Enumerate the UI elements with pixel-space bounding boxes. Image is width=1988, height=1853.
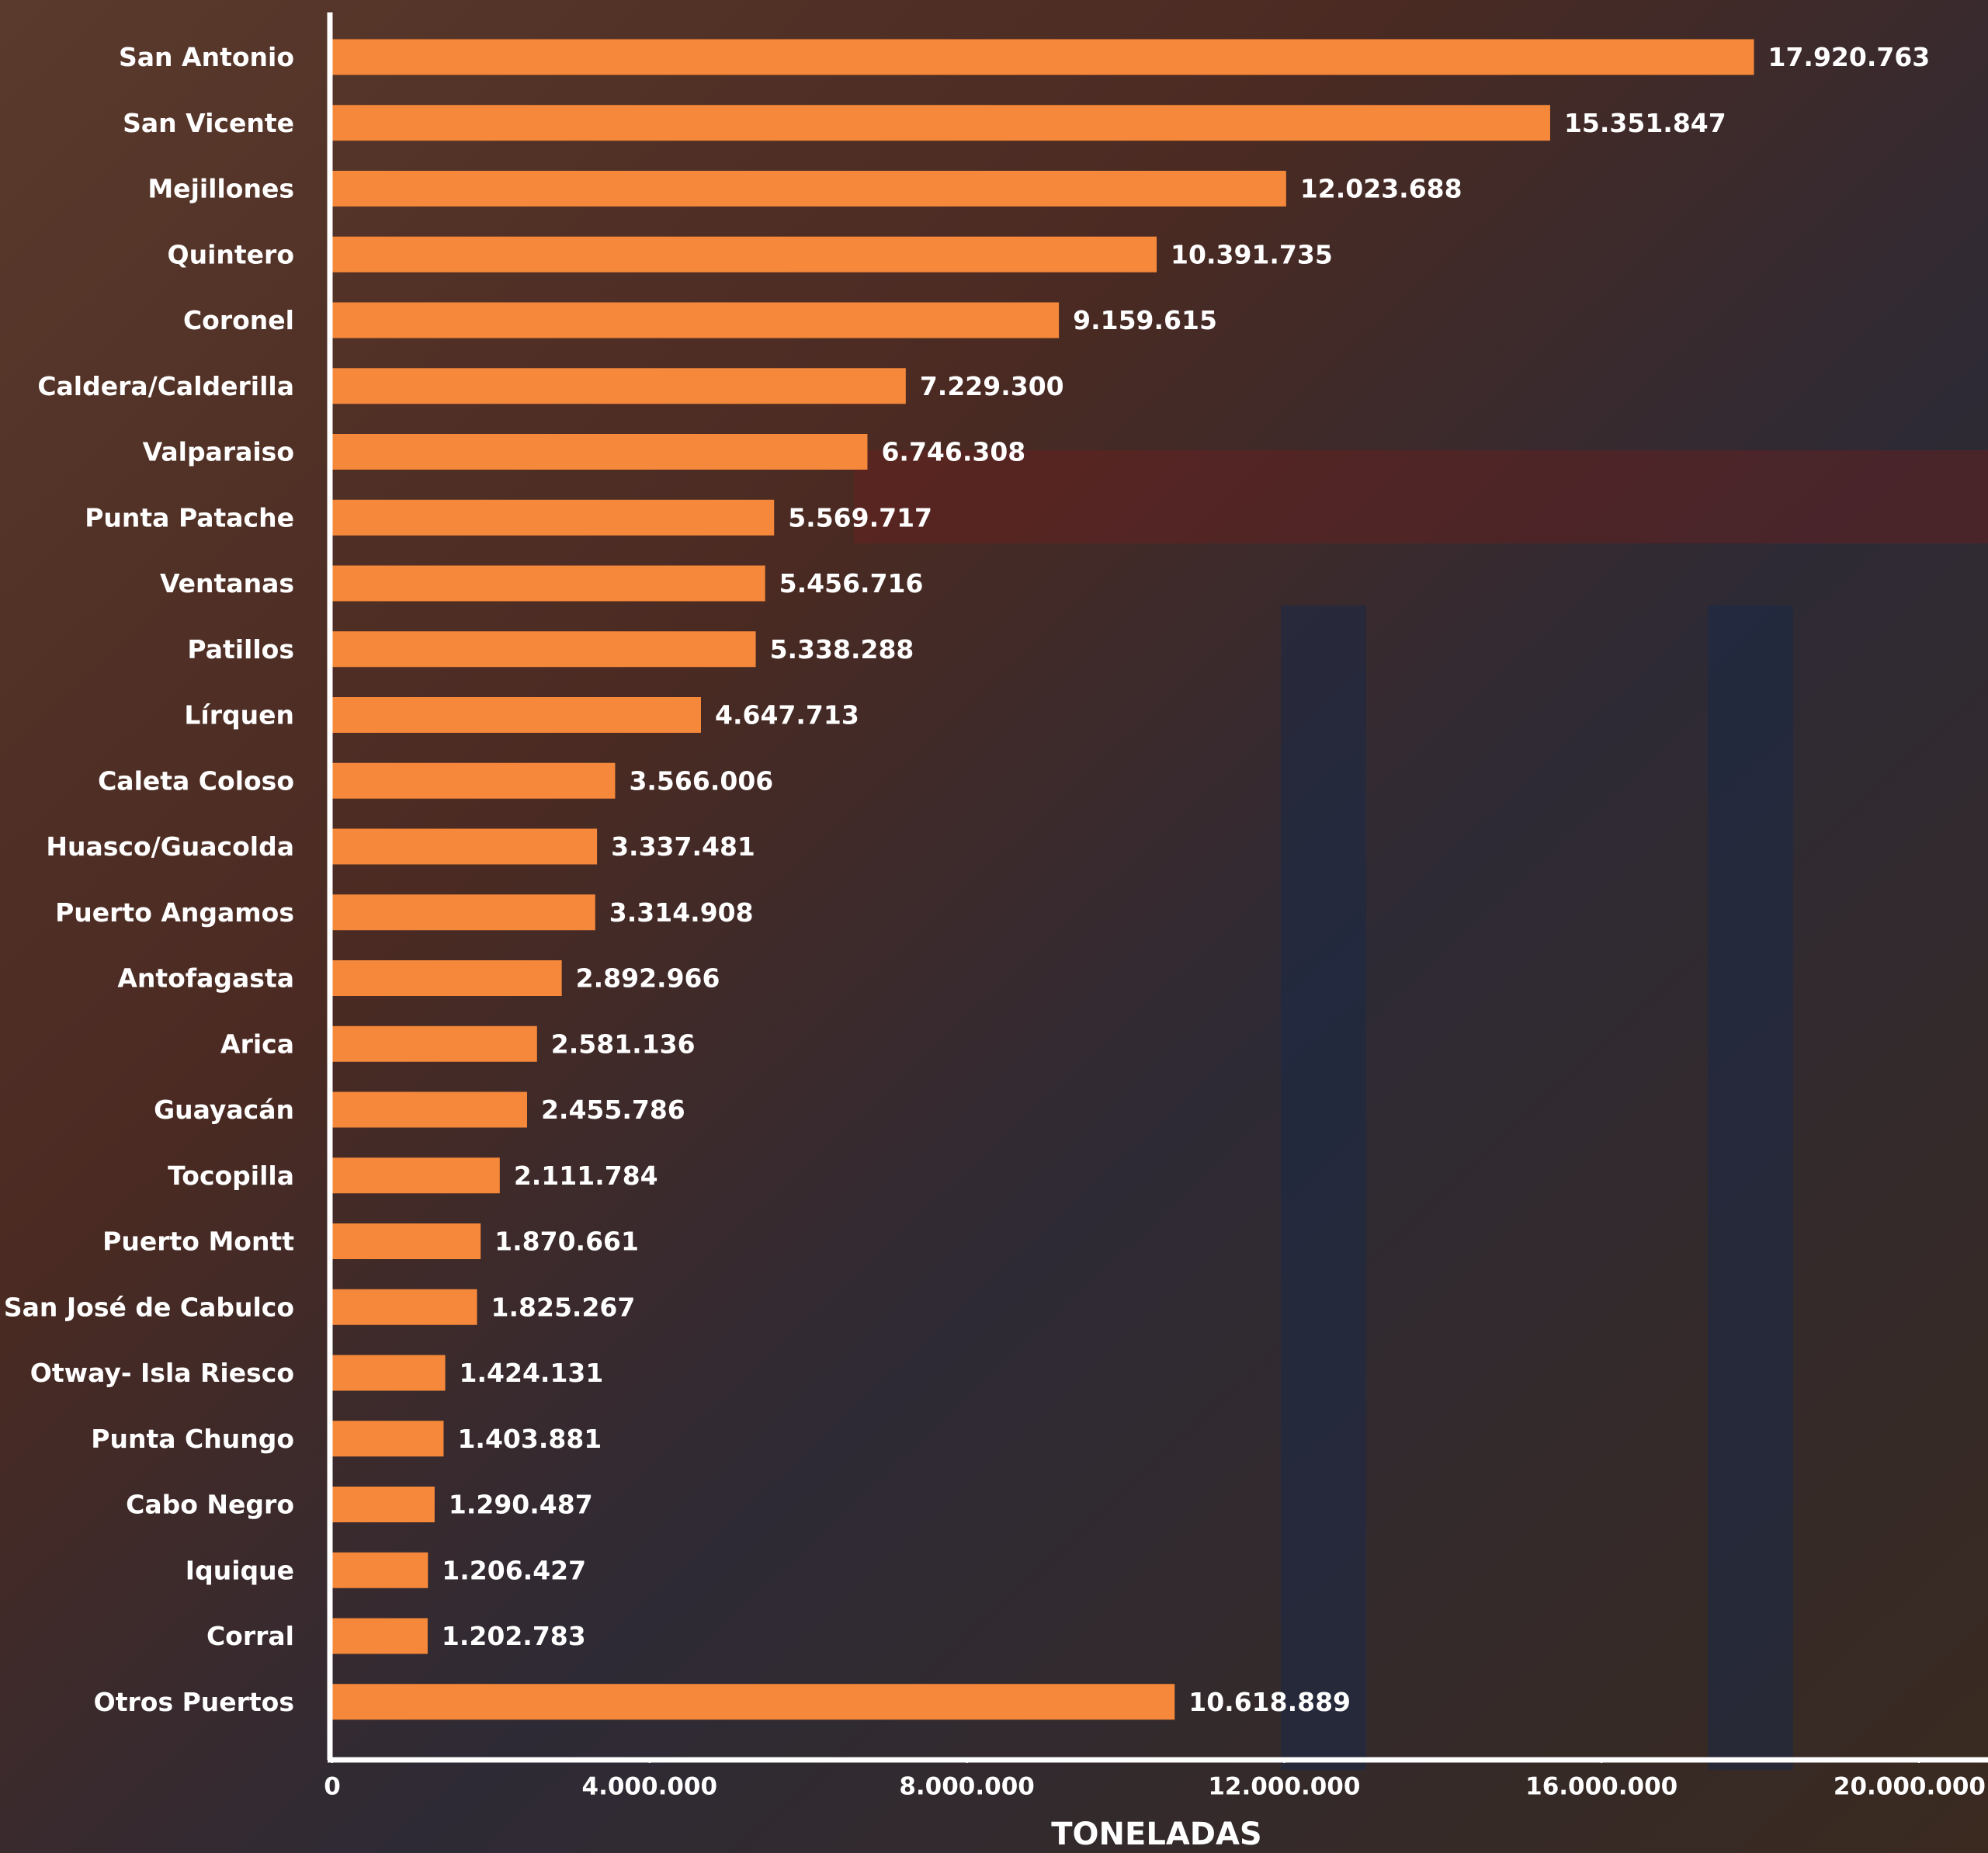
- value-label: 12.023.688: [1300, 174, 1462, 204]
- bar: [332, 1684, 1175, 1720]
- x-tick-label: 12.000.000: [1208, 1773, 1360, 1801]
- bar: [332, 105, 1550, 141]
- bar: [332, 894, 595, 931]
- bar: [332, 236, 1157, 272]
- bar: [332, 1289, 477, 1325]
- bar: [332, 1025, 537, 1062]
- bar: [332, 1223, 481, 1259]
- value-label: 10.618.889: [1188, 1687, 1351, 1717]
- x-tick-label: 16.000.000: [1525, 1773, 1677, 1801]
- y-tick-label: San Vicente: [123, 108, 294, 138]
- background-shape: [1708, 606, 1793, 1770]
- value-label: 2.455.786: [541, 1095, 685, 1125]
- y-tick-label: Ventanas: [160, 568, 294, 599]
- bar: [332, 1421, 444, 1457]
- value-label: 2.111.784: [514, 1161, 658, 1191]
- value-label: 5.456.716: [779, 568, 924, 599]
- background-shape: [854, 450, 1988, 543]
- y-tick-label: Otros Puertos: [94, 1687, 294, 1717]
- y-tick-label: Huasco/Guacolda: [46, 831, 294, 862]
- bar: [332, 762, 616, 799]
- value-label: 3.337.481: [611, 831, 755, 862]
- bar: [332, 1355, 446, 1391]
- bar: [332, 302, 1060, 338]
- bar: [332, 960, 562, 996]
- bar: [332, 368, 906, 404]
- y-tick-label: Arica: [220, 1029, 294, 1059]
- bar: [332, 565, 765, 602]
- y-tick-label: Mejillones: [147, 174, 294, 204]
- y-tick-label: Patillos: [187, 634, 294, 665]
- y-tick-label: San José de Cabulco: [4, 1292, 294, 1322]
- bar: [332, 1618, 428, 1654]
- bar: [332, 697, 701, 733]
- y-tick-label: Punta Patache: [85, 502, 294, 533]
- value-label: 4.647.713: [715, 700, 859, 730]
- y-tick-label: Coronel: [183, 305, 294, 335]
- bar: [332, 434, 868, 470]
- bar: [332, 1091, 527, 1128]
- value-label: 10.391.735: [1171, 239, 1333, 269]
- value-label: 5.569.717: [788, 502, 932, 533]
- y-tick-label: Puerto Montt: [102, 1227, 294, 1257]
- y-tick-label: Antofagasta: [117, 963, 294, 994]
- y-tick-label: Caleta Coloso: [98, 765, 294, 796]
- value-label: 1.424.131: [460, 1358, 604, 1388]
- x-tick-label: 8.000.000: [899, 1773, 1035, 1801]
- y-tick-label: San Antonio: [119, 42, 294, 72]
- y-tick-label: Otway- Isla Riesco: [30, 1358, 294, 1388]
- bar: [332, 631, 756, 668]
- value-label: 1.825.267: [491, 1292, 636, 1322]
- bar: [332, 39, 1754, 75]
- value-label: 6.746.308: [881, 437, 1025, 467]
- y-tick-label: Cabo Negro: [126, 1490, 294, 1520]
- value-label: 17.920.763: [1768, 42, 1931, 72]
- value-label: 9.159.615: [1073, 305, 1217, 335]
- bar: [332, 1552, 428, 1588]
- y-tick-label: Caldera/Calderilla: [37, 371, 294, 401]
- value-label: 1.403.881: [457, 1424, 602, 1454]
- x-tick-label: 20.000.000: [1834, 1773, 1986, 1801]
- y-tick-label: Iquique: [186, 1555, 294, 1585]
- value-label: 3.314.908: [609, 897, 754, 928]
- x-tick-label: 4.000.000: [582, 1773, 718, 1801]
- x-axis-title: TONELADAS: [1051, 1817, 1262, 1852]
- bar: [332, 1157, 500, 1194]
- x-tick-label: 0: [324, 1773, 341, 1801]
- y-tick-label: Guayacán: [154, 1095, 294, 1125]
- value-label: 7.229.300: [920, 371, 1064, 401]
- value-label: 1.290.487: [449, 1490, 593, 1520]
- y-tick-label: Punta Chungo: [91, 1424, 294, 1454]
- bar: [332, 171, 1286, 206]
- value-label: 2.581.136: [551, 1029, 696, 1059]
- y-tick-label: Puerto Angamos: [55, 897, 294, 928]
- value-label: 15.351.847: [1564, 108, 1726, 138]
- value-label: 5.338.288: [770, 634, 914, 665]
- y-tick-label: Lírquen: [184, 700, 294, 730]
- background-shape: [1281, 606, 1366, 1770]
- y-tick-label: Corral: [206, 1621, 294, 1651]
- value-label: 1.202.783: [442, 1621, 586, 1651]
- value-label: 3.566.006: [629, 765, 773, 796]
- bar: [332, 499, 775, 536]
- bar: [332, 1487, 435, 1522]
- value-label: 1.870.661: [494, 1227, 639, 1257]
- value-label: 1.206.427: [442, 1555, 586, 1585]
- y-tick-label: Quintero: [168, 239, 294, 269]
- y-tick-label: Valparaiso: [143, 437, 294, 467]
- y-tick-label: Tocopilla: [168, 1161, 294, 1191]
- value-label: 2.892.966: [576, 963, 720, 994]
- bar: [332, 828, 598, 865]
